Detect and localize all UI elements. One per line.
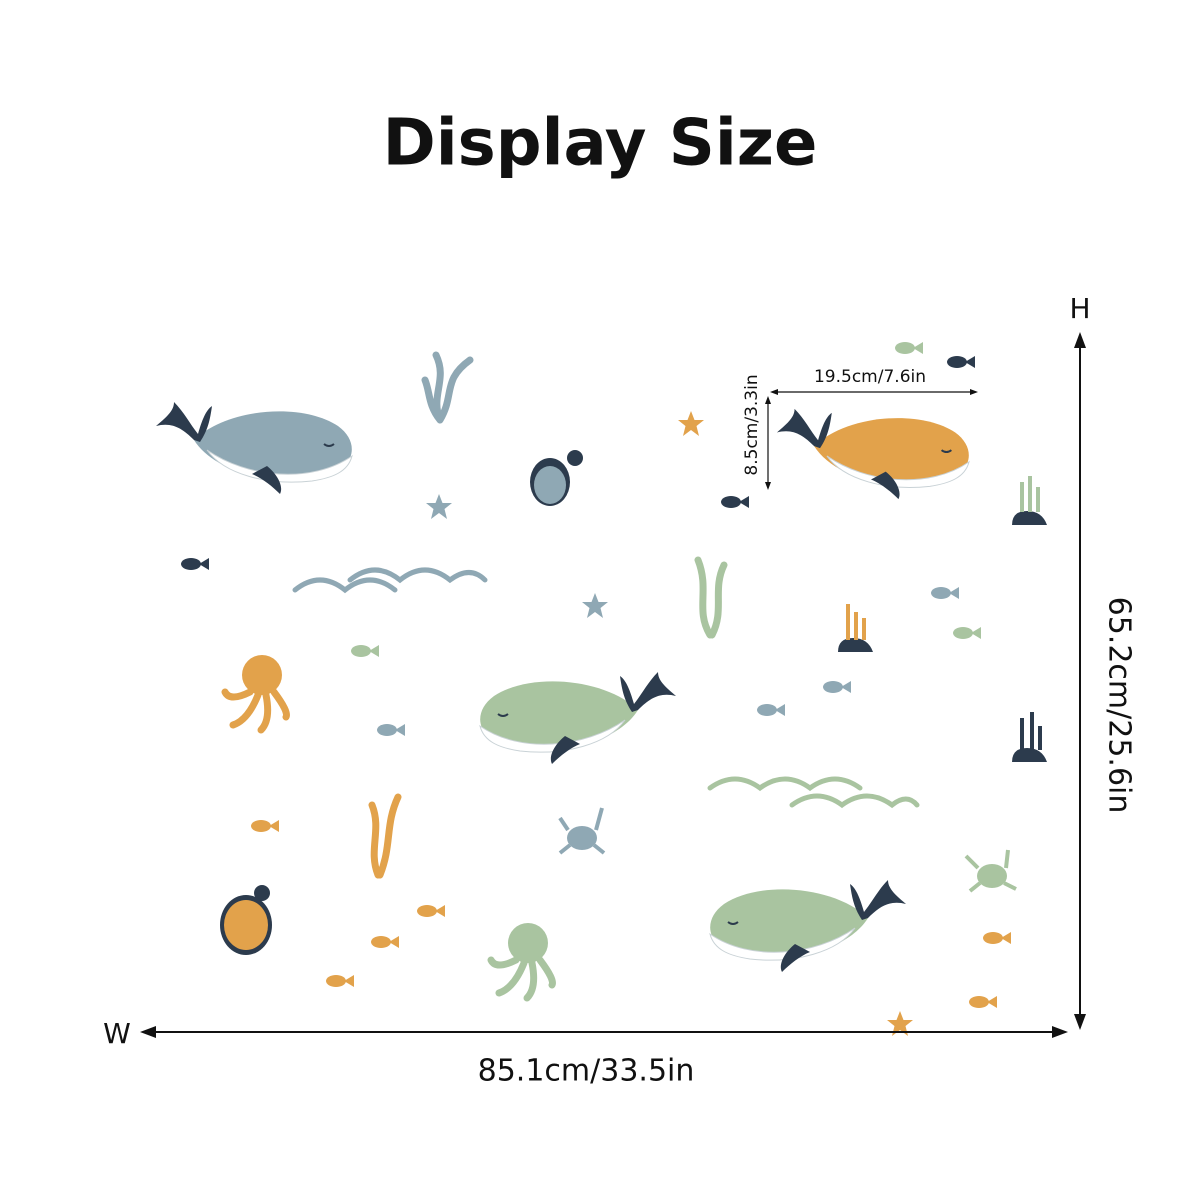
wave: [292, 567, 488, 594]
width-arrow: [140, 1026, 1068, 1038]
width-letter: W: [103, 1017, 131, 1050]
starfish: [426, 494, 452, 519]
whale: [775, 407, 970, 501]
coral: [846, 604, 866, 640]
rock: [838, 638, 873, 652]
crab: [964, 849, 1017, 893]
fish: [757, 704, 785, 716]
coral: [1020, 712, 1042, 750]
height-arrow: [1074, 332, 1086, 1030]
starfish: [678, 411, 704, 436]
fish: [721, 496, 749, 508]
crab: [558, 807, 606, 855]
sample-width-label: 19.5cm/7.6in: [814, 367, 926, 387]
title: Display Size: [383, 107, 818, 181]
rock: [1012, 511, 1047, 525]
seaweed: [368, 793, 402, 879]
turtle: [530, 450, 583, 506]
octopus: [221, 655, 290, 734]
fish: [895, 342, 923, 354]
fish: [983, 932, 1011, 944]
fish: [371, 936, 399, 948]
octopus: [487, 923, 556, 1002]
fish: [181, 558, 209, 570]
fish: [326, 975, 354, 987]
fish: [931, 587, 959, 599]
height-letter: H: [1069, 292, 1090, 325]
whale: [155, 401, 353, 495]
fish: [251, 820, 279, 832]
fish: [377, 724, 405, 736]
sample-height-arrow: [765, 396, 771, 490]
wave: [707, 776, 920, 809]
whale: [709, 879, 907, 973]
fish: [417, 905, 445, 917]
seaweed: [694, 556, 728, 639]
turtle: [220, 885, 272, 955]
fish: [969, 996, 997, 1008]
seaweed: [421, 351, 474, 424]
seaweed-group: [292, 351, 920, 879]
sample-width-arrow: [770, 389, 978, 395]
coral-group: [838, 476, 1047, 762]
starfish: [582, 593, 608, 618]
rock: [1012, 748, 1047, 762]
width-label: 85.1cm/33.5in: [478, 1054, 695, 1089]
height-label: 65.2cm/25.6in: [1102, 597, 1137, 814]
fish: [947, 356, 975, 368]
fish: [823, 681, 851, 693]
coral: [1020, 476, 1040, 512]
whale: [479, 671, 677, 765]
sample-height-label: 8.5cm/3.3in: [742, 374, 762, 475]
fish: [953, 627, 981, 639]
fish: [351, 645, 379, 657]
